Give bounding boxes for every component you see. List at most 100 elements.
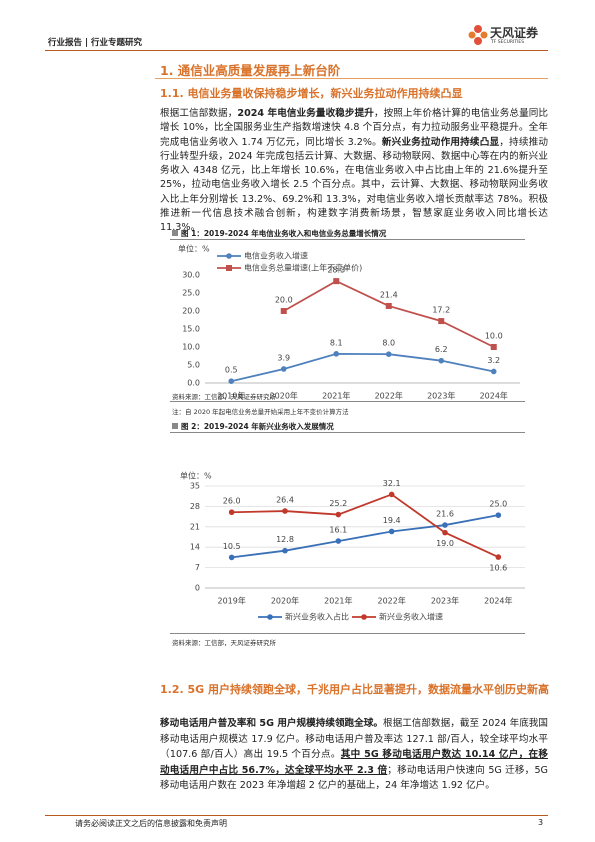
- x-tick-label: 2022年: [375, 391, 403, 401]
- data-point: [490, 368, 497, 375]
- source-rule: [170, 401, 525, 402]
- x-tick-label: 2019年: [217, 596, 245, 606]
- text-run: ；移动电话用户快速向 5G 迁移，5G 移动电话用户数在 2023 年净增超 2…: [160, 764, 548, 792]
- data-label: 26.4: [276, 496, 294, 505]
- y-tick-label: 15.0: [182, 325, 200, 334]
- text-run: 新兴业务拉动作用持续凸显: [381, 136, 500, 148]
- data-label: 21.6: [436, 510, 454, 519]
- data-point: [442, 529, 448, 536]
- data-label: 25.2: [329, 499, 347, 508]
- caption-rule: [170, 239, 525, 240]
- data-label: 20.0: [275, 296, 293, 305]
- subsection-title: 1.2. 5G 用户持续领跑全球，千兆用户占比显著提升，数据流量水平创历史新高: [160, 683, 550, 696]
- logo-icon: [468, 25, 488, 45]
- data-label: 8.0: [382, 339, 395, 348]
- x-tick-label: 2021年: [322, 391, 350, 401]
- data-point: [490, 344, 497, 350]
- logo-text-en: TF SECURITIES: [491, 40, 525, 45]
- data-point: [385, 351, 392, 357]
- data-point: [333, 278, 340, 285]
- data-point: [438, 357, 445, 364]
- legend-label: 电信业务收入增速: [244, 251, 308, 261]
- y-tick-label: 28: [190, 502, 200, 511]
- y-tick-label: 0: [195, 584, 200, 593]
- data-point: [282, 547, 288, 554]
- data-label: 19.4: [383, 516, 401, 525]
- text-run: ，按照上年价格计算的电信业务总量同比增长 10%，比全国服务业生产指数增速快 4…: [160, 108, 549, 148]
- y-tick-label: 0.0: [187, 379, 200, 388]
- data-label: 3.2: [487, 356, 500, 365]
- header-label: 行业报告 | 行业专题研究: [48, 38, 143, 48]
- legend-label: 新兴业务收入占比: [285, 612, 349, 622]
- x-tick-label: 2021年: [324, 596, 352, 606]
- data-label: 16.1: [329, 526, 347, 535]
- y-tick-label: 20.0: [182, 307, 200, 316]
- data-point: [385, 302, 392, 309]
- data-label: 26.0: [223, 497, 241, 506]
- data-label: 3.9: [277, 353, 290, 362]
- figure-note: 注：自 2020 年起电信业务总量开始采用上年不变价计算方法: [172, 408, 349, 416]
- unit-label: 单位：%: [178, 244, 210, 254]
- header-rule: [45, 50, 548, 51]
- page-number: 3: [538, 818, 544, 827]
- data-label: 10.5: [223, 542, 241, 551]
- data-point: [335, 511, 342, 518]
- data-point: [438, 318, 445, 325]
- y-tick-label: 5.0: [187, 361, 200, 370]
- legend-marker: [267, 614, 273, 620]
- x-tick-label: 2024年: [480, 391, 508, 401]
- y-tick-label: 35: [190, 482, 200, 491]
- paragraph: 根据工信部数据，2024 年电信业务量收稳步提升，按照上年价格计算的电信业务总量…: [160, 107, 548, 236]
- data-point: [495, 512, 502, 518]
- data-label: 12.8: [276, 535, 294, 544]
- x-tick-label: 2022年: [377, 596, 405, 606]
- data-point: [495, 554, 502, 560]
- y-tick-label: 30.0: [182, 271, 200, 280]
- y-tick-label: 25.0: [182, 289, 200, 298]
- x-tick-label: 2023年: [431, 596, 459, 606]
- data-point: [333, 351, 340, 357]
- data-point: [280, 308, 287, 314]
- x-tick-label: 2023年: [427, 391, 455, 401]
- caption-rule: [170, 432, 525, 433]
- data-label: 28.3: [327, 266, 345, 275]
- series-line: [231, 493, 499, 558]
- data-point: [228, 509, 235, 516]
- legend-label: 新兴业务收入增速: [379, 612, 443, 622]
- data-label: 6.2: [435, 345, 448, 354]
- footer-disclaimer: 请务必阅读正文之后的信息披露和免责声明: [75, 819, 227, 828]
- data-point: [280, 366, 287, 372]
- y-tick-label: 14: [190, 543, 200, 552]
- figure-caption: 图 1：2019-2024 年电信业务收入和电信业务总量增长情况: [181, 229, 387, 238]
- data-label: 17.2: [432, 306, 450, 315]
- legend-marker: [226, 253, 232, 259]
- data-label: 10.0: [485, 332, 503, 341]
- caption-marker: [172, 423, 178, 429]
- text-run: 其中 5G 移动电话用户数达 10.14 亿户，在移动电话用户中占比 56.7%…: [160, 749, 548, 776]
- unit-label: 单位：%: [180, 471, 212, 481]
- series-line: [231, 352, 494, 383]
- figure-caption: 图 2：2019-2024 年新兴业务收入发展情况: [181, 422, 334, 431]
- section-rule: [155, 78, 548, 79]
- legend-marker: [361, 614, 367, 620]
- data-point: [335, 538, 342, 544]
- data-label: 32.1: [383, 479, 401, 488]
- x-tick-label: 2024年: [484, 596, 512, 606]
- subsection-title: 1.1. 电信业务量收保持稳步增长，新兴业务拉动作用持续凸显: [160, 87, 463, 100]
- text-run: 2024 年电信业务量收稳步提升: [237, 108, 374, 119]
- data-point: [228, 378, 235, 384]
- x-tick-label: 2020年: [270, 391, 298, 401]
- text-run: 移动电话用户普及率和 5G 用户规模持续领跑全球。: [160, 718, 383, 729]
- text-run: ，持续推动行业转型升级，2024 年完成包括云计算、大数据、移动物联网、数据中心…: [160, 136, 548, 234]
- source-rule: [170, 633, 525, 634]
- text-run: 根据工信部数据，: [160, 108, 238, 119]
- legend-marker: [226, 265, 232, 271]
- data-point: [388, 491, 395, 498]
- data-point: [228, 554, 235, 561]
- data-point: [282, 508, 288, 514]
- legend-label: 电信业务总量增速(上年不变单价): [244, 263, 362, 273]
- section-title: 1. 通信业高质量发展再上新台阶: [160, 63, 341, 78]
- paragraph: 移动电话用户普及率和 5G 用户规模持续领跑全球。根据工信部数据，截至 2024…: [160, 716, 548, 794]
- data-label: 8.1: [330, 338, 343, 347]
